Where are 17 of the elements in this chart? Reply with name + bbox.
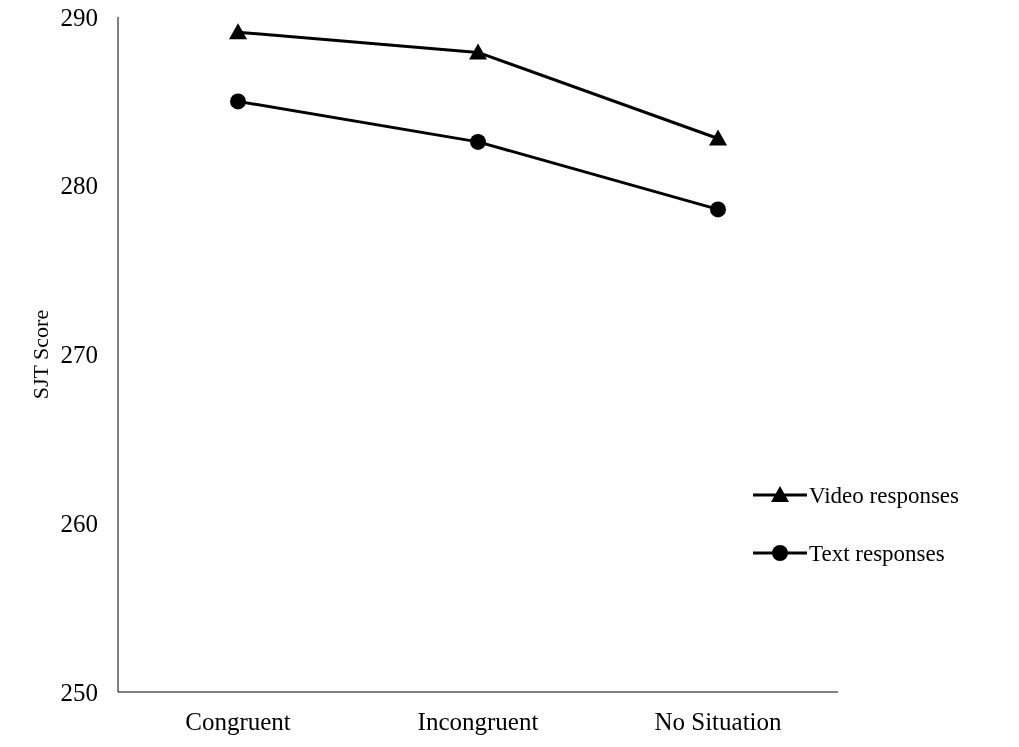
- y-axis-title: SJT Score: [28, 309, 53, 400]
- y-tick-label: 260: [60, 509, 98, 537]
- y-tick-label: 270: [60, 341, 98, 368]
- y-tick-label: 250: [60, 678, 98, 706]
- point: [710, 201, 726, 218]
- point: [470, 133, 486, 150]
- point: [230, 93, 246, 110]
- legend-label: Video responses: [809, 482, 960, 508]
- legend-label: Text responses: [809, 540, 945, 566]
- x-tick-label: No Situation: [654, 708, 783, 735]
- point: [709, 129, 727, 146]
- y-tick-label: 280: [60, 172, 98, 200]
- x-tick-label: Incongruent: [417, 708, 539, 735]
- y-tick-label: 290: [60, 3, 98, 31]
- point: [229, 23, 247, 40]
- x-tick-label: Congruent: [185, 708, 291, 735]
- point: [469, 43, 487, 60]
